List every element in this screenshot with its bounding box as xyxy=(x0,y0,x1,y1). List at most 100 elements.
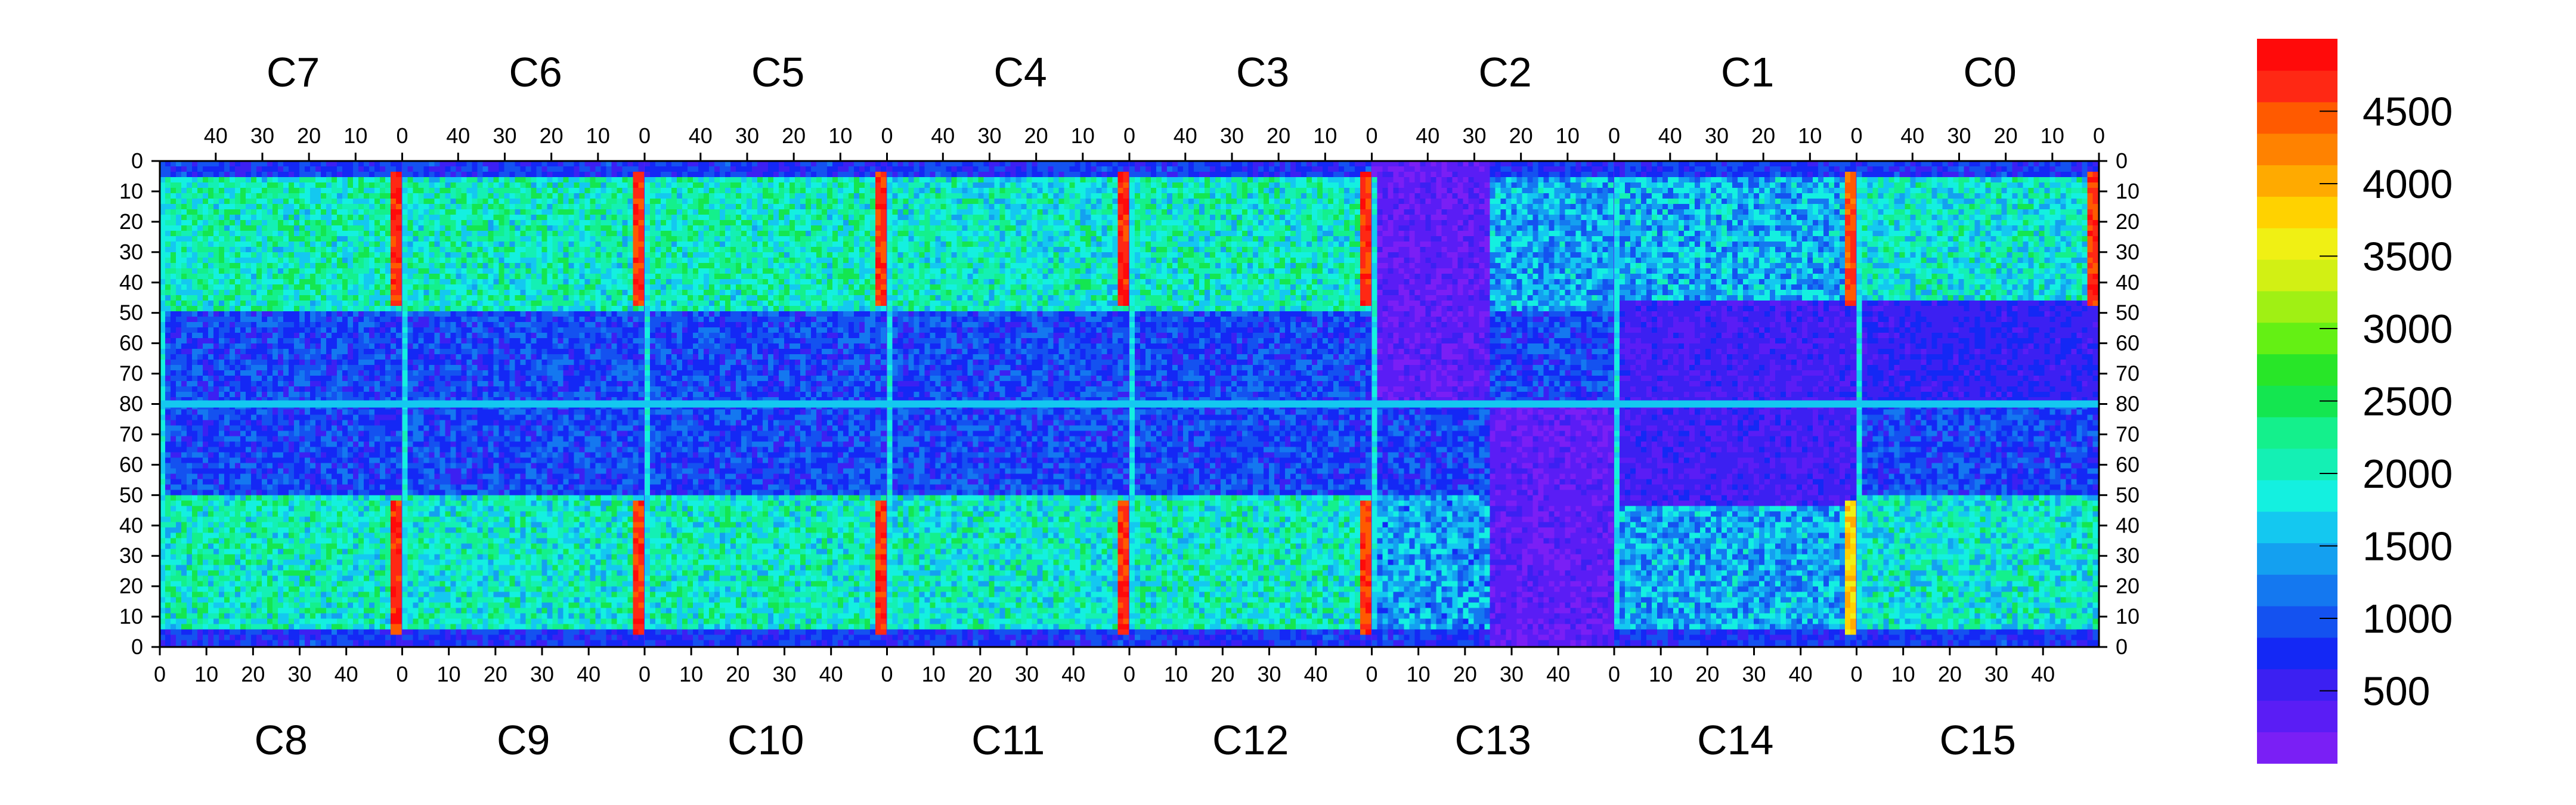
heat-cell xyxy=(294,322,300,328)
heat-cell xyxy=(299,338,305,344)
heat-cell xyxy=(224,333,230,339)
heat-cell xyxy=(413,182,419,188)
heat-cell xyxy=(181,252,187,258)
heat-cell xyxy=(671,236,677,242)
heat-cell xyxy=(757,172,763,178)
heat-cell xyxy=(714,166,720,172)
heat-cell xyxy=(358,311,364,317)
heat-cell xyxy=(289,295,295,301)
heat-cell xyxy=(402,215,408,221)
heat-cell xyxy=(235,333,241,339)
heat-cell xyxy=(440,199,446,205)
heat-cell xyxy=(645,247,651,253)
heat-cell xyxy=(278,166,284,172)
heat-cell xyxy=(854,252,860,258)
heat-cell xyxy=(337,365,343,371)
heat-cell xyxy=(251,343,257,349)
heat-cell xyxy=(358,204,364,210)
heat-cell xyxy=(435,295,441,301)
heat-cell xyxy=(558,338,564,344)
heat-cell xyxy=(424,327,430,333)
heat-cell xyxy=(171,247,177,253)
heat-cell xyxy=(773,268,779,274)
heat-cell xyxy=(488,225,494,231)
heat-cell xyxy=(822,220,828,226)
heat-cell xyxy=(342,365,348,371)
heat-cell xyxy=(435,252,441,258)
heat-cell xyxy=(219,263,225,269)
heat-cell xyxy=(240,338,246,344)
heat-cell xyxy=(483,322,489,328)
heat-cell xyxy=(564,204,569,210)
heat-cell xyxy=(655,215,661,221)
heat-cell xyxy=(251,381,257,387)
heat-cell xyxy=(688,225,693,231)
heat-cell xyxy=(321,376,327,382)
heat-cell xyxy=(757,166,763,172)
heat-cell xyxy=(816,182,822,188)
heat-cell xyxy=(380,204,386,210)
heat-cell xyxy=(736,220,742,226)
heat-cell xyxy=(590,376,596,382)
heat-cell xyxy=(531,392,537,398)
heat-cell xyxy=(267,295,273,301)
heat-cell xyxy=(757,199,763,205)
heat-cell xyxy=(467,392,473,398)
heat-cell xyxy=(806,177,812,183)
heat-cell xyxy=(408,166,414,172)
heat-cell xyxy=(510,290,516,296)
heat-cell xyxy=(730,209,736,215)
heat-cell xyxy=(488,236,494,242)
heat-cell xyxy=(822,182,828,188)
heat-cell xyxy=(569,386,575,392)
heat-cell xyxy=(617,301,623,306)
heat-cell xyxy=(171,338,177,344)
heat-cell xyxy=(337,188,343,194)
heat-cell xyxy=(246,381,252,387)
heat-cell xyxy=(478,284,484,290)
heat-cell xyxy=(655,236,661,242)
heat-cell xyxy=(321,247,327,253)
heat-cell xyxy=(181,220,187,226)
heat-cell xyxy=(806,242,812,247)
heat-cell xyxy=(332,381,338,387)
heat-cell xyxy=(187,225,193,231)
heat-cell xyxy=(709,215,715,221)
heat-cell xyxy=(396,354,402,360)
heat-cell xyxy=(580,295,586,301)
heat-cell xyxy=(310,381,316,387)
heat-cell xyxy=(230,182,236,188)
heat-cell xyxy=(816,220,822,226)
heat-cell xyxy=(515,247,521,253)
heat-cell xyxy=(165,386,171,392)
heat-cell xyxy=(628,231,634,237)
heat-cell xyxy=(639,327,645,333)
heat-cell xyxy=(435,220,441,226)
heat-cell xyxy=(369,231,375,237)
heat-cell xyxy=(606,236,612,242)
heat-cell xyxy=(176,172,182,178)
heat-cell xyxy=(246,349,252,355)
heat-cell xyxy=(553,284,559,290)
heat-cell xyxy=(736,263,742,269)
heat-cell xyxy=(564,209,569,215)
heat-cell xyxy=(408,370,414,376)
heat-cell xyxy=(617,343,623,349)
heat-cell xyxy=(757,220,763,226)
heat-cell xyxy=(315,236,321,242)
heat-cell xyxy=(875,268,881,274)
heat-cell xyxy=(267,365,273,371)
heat-cell xyxy=(580,381,586,387)
heat-cell xyxy=(779,268,785,274)
heat-cell xyxy=(849,199,854,205)
heat-cell xyxy=(165,322,171,328)
heat-cell xyxy=(369,188,375,194)
heat-cell xyxy=(208,182,214,188)
heat-cell xyxy=(230,231,236,237)
heat-cell xyxy=(348,322,354,328)
heat-cell xyxy=(671,188,677,194)
heat-cell xyxy=(385,274,391,280)
heat-cell xyxy=(596,204,602,210)
heat-cell xyxy=(827,263,833,269)
heat-cell xyxy=(645,252,651,258)
